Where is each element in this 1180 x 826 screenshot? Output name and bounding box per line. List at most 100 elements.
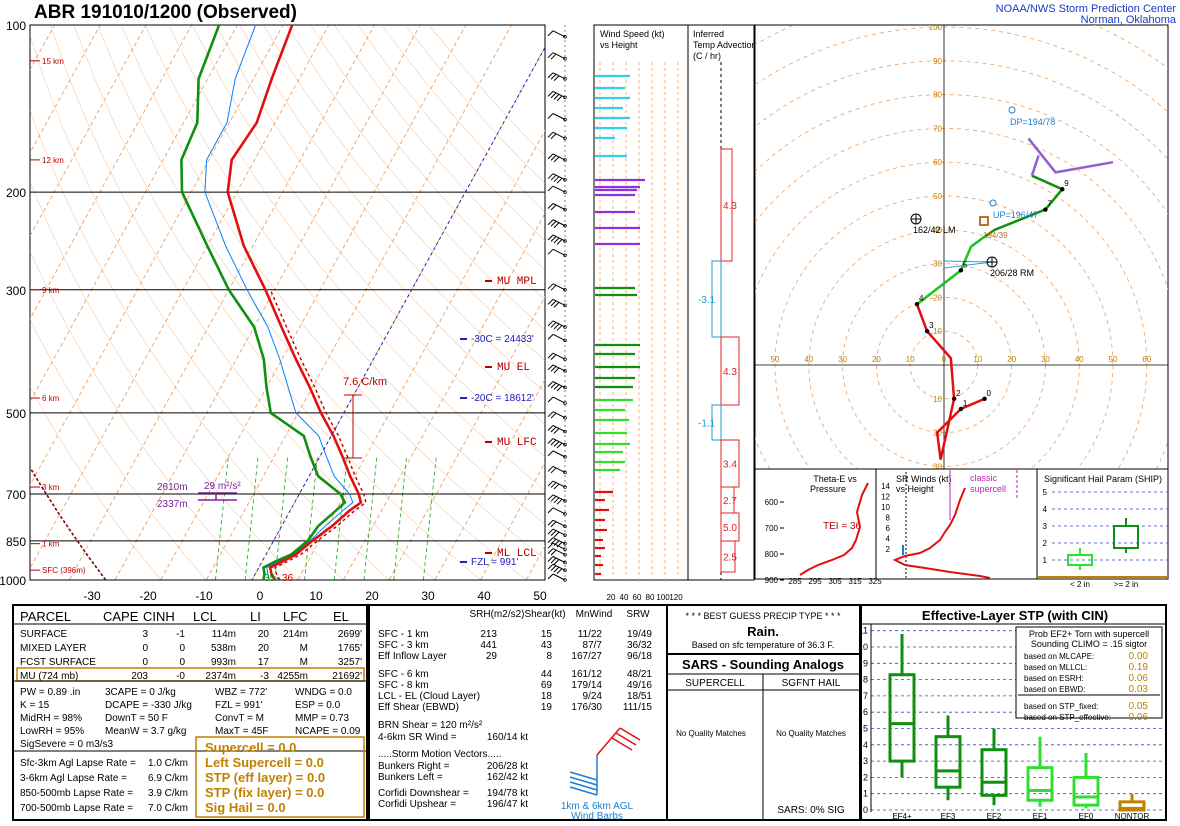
- composite-index: Supercell = 0.0: [205, 740, 296, 755]
- parcel-cell: 538m: [211, 643, 236, 654]
- hodograph-x-label: 10: [906, 355, 915, 364]
- isotherm-line: [30, 25, 330, 570]
- kinematics-cell: 44: [541, 669, 553, 680]
- kinematics-cell: Eff Inflow Layer: [378, 651, 447, 662]
- lapse-rate-value: 1.0 C/km: [148, 758, 188, 769]
- sars-footer: SARS: 0% SIG: [777, 805, 844, 816]
- temp-advection-value: 4.3: [723, 201, 737, 212]
- kinematics-cell: 213: [480, 629, 497, 640]
- stp-panel: Effective-Layer STP (with CIN) 111098765…: [858, 604, 1167, 821]
- wind-speed-axis-label: 80: [646, 593, 655, 602]
- parcel-cell: 4255m: [277, 671, 308, 682]
- wind-speed-axis-label: 40: [620, 593, 629, 602]
- dry-adiabat: [215, 25, 545, 425]
- mu-mpl-label: MU MPL: [497, 276, 537, 288]
- storm-vector-value: 206/28 kt: [487, 761, 528, 772]
- barb-label2: Wind Barbs: [571, 811, 623, 822]
- ml-lcl-label: ML LCL: [497, 548, 537, 560]
- parcel-param: MMP = 0.73: [295, 713, 349, 724]
- hodograph-height-label: 9: [1064, 179, 1069, 188]
- parcel-cell: 0: [179, 643, 185, 654]
- skewt-diagram: 100 200 300 500 700 850 1000 -30 -20 -10 0 10 20 30 4…: [0, 19, 547, 603]
- hodograph-x-label: 20: [1007, 355, 1016, 364]
- isotherm-line: [342, 212, 545, 580]
- theta-e-panel: Theta-E vs Pressure TEI = 36 600 700 800 90…: [754, 468, 882, 586]
- dry-adiabat: [30, 385, 161, 580]
- fzl-label: FZL = 991': [471, 557, 518, 568]
- dry-adiabat: [239, 25, 545, 393]
- parcel-header: EL: [333, 609, 349, 624]
- parcel-param: WBZ = 772': [215, 687, 267, 698]
- ship-y-label: 1: [1043, 556, 1048, 565]
- hodograph-trace-0-3km: [915, 303, 986, 460]
- hodograph-height-dot: [958, 406, 964, 412]
- lapse-rate-value: 7.0 C/km: [148, 803, 188, 814]
- hodograph-frame: [754, 24, 1169, 470]
- isotherm-line: [434, 378, 545, 580]
- lapse-rate-label: 850-500mb Lapse Rate =: [20, 788, 133, 799]
- kinematics-cell: 441: [480, 640, 497, 651]
- kinematics-cell: 29: [486, 651, 498, 662]
- parcel-cell: 1765': [338, 643, 362, 654]
- theta-y-label: 700: [765, 524, 779, 533]
- hodograph-ring-label: 60: [933, 158, 942, 167]
- prob-box: [1015, 626, 1163, 719]
- hodograph-x-label: 40: [1075, 355, 1084, 364]
- hodograph-ring-label: 40: [933, 226, 942, 235]
- stp-y-label: 8: [863, 675, 868, 685]
- hodograph-height-label: 1: [963, 399, 968, 408]
- kinematics-cell: 96/18: [627, 651, 652, 662]
- isotherm-line: [30, 25, 101, 154]
- kinematics-header: Shear(kt): [524, 609, 565, 620]
- prob-row-value: 0.03: [1129, 684, 1149, 695]
- theta-x-label: 295: [808, 577, 822, 586]
- wind-speed-title1: Wind Speed (kt): [600, 29, 665, 39]
- parcel-cell: 0: [179, 657, 185, 668]
- eil-top-label: 2610m: [157, 482, 188, 493]
- up-marker: [989, 199, 997, 207]
- parcel-cell: MU (724 mb): [20, 671, 78, 682]
- parcel-cell: 2699': [338, 629, 362, 640]
- storm-vector-value: 162/42 kt: [487, 772, 528, 783]
- parcel-param: MeanW = 3.7 g/kg: [105, 726, 186, 737]
- theta-x-label: 315: [848, 577, 862, 586]
- precip-sars-panel: * * * BEST GUESS PRECIP TYPE * * * Rain.…: [666, 604, 861, 821]
- height-label: 6 km: [42, 394, 60, 403]
- kinematics-cell: 8: [546, 651, 552, 662]
- temp-advection-panel: Inferred Temp Advection (C / hr) 4.3 -3.1…: [687, 24, 757, 581]
- kinematics-cell: 43: [541, 640, 553, 651]
- rm-storm-vector: [943, 260, 993, 263]
- kinematics-cell: 48/21: [627, 669, 652, 680]
- parcel-cell: MIXED LAYER: [20, 643, 87, 654]
- kinematics-cell: 18: [541, 691, 553, 702]
- classic-label: classic: [970, 473, 998, 483]
- sars-title: SARS - Sounding Analogs: [682, 657, 844, 672]
- storm-vector-label: Corfidi Downshear =: [378, 788, 469, 799]
- parcel-param: MaxT = 45F: [215, 726, 268, 737]
- temp-tick-label: -30: [83, 589, 101, 603]
- stp-y-label: 10: [858, 642, 868, 652]
- srw-y-label: 14: [881, 482, 890, 491]
- barb-label1: 1km & 6km AGL: [561, 801, 634, 812]
- prob-row-label: based on STP_fixed:: [1024, 702, 1098, 711]
- wind-barb-inset: [569, 727, 641, 796]
- height-label: 1 km: [42, 540, 60, 549]
- wind-speed-axis-label: 60: [633, 593, 642, 602]
- stp-y-label: 11: [859, 626, 868, 636]
- isotherm-line: [30, 25, 284, 487]
- temp-advection-box: [720, 148, 733, 262]
- kinematics-cell: 36/32: [627, 640, 652, 651]
- hodograph-x-label: 10: [973, 355, 982, 364]
- parcel-cell: -3: [260, 671, 269, 682]
- height-label: 15 km: [42, 57, 64, 66]
- temp-tick-label: -20: [139, 589, 157, 603]
- prob-row-label: based on MLLCL:: [1024, 663, 1087, 672]
- hodograph-x-label: 40: [804, 355, 813, 364]
- temp-advection-value: 4.3: [723, 367, 737, 378]
- stp-category-label: EF4+: [892, 812, 912, 821]
- kinematics-cell: 18/51: [627, 691, 652, 702]
- stp-y-label: 5: [863, 724, 868, 734]
- temp-advection-value: -1.1: [698, 419, 716, 430]
- sfc-dash: -: [276, 573, 279, 584]
- ship-y-label: 3: [1043, 522, 1048, 531]
